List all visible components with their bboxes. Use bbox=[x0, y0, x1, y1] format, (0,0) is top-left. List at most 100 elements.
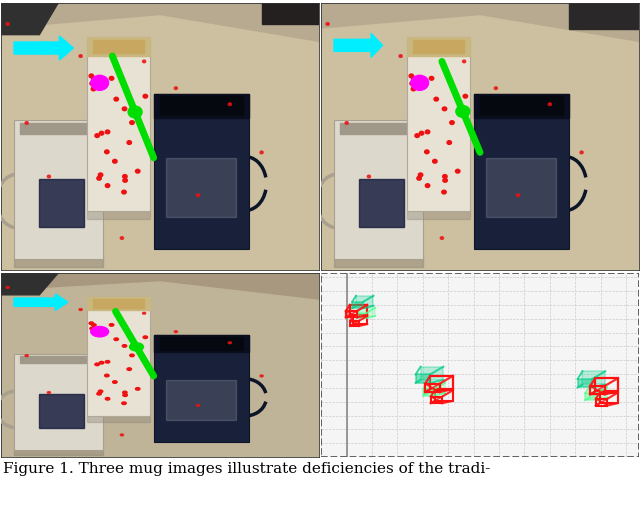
Bar bbox=[334, 120, 423, 260]
Circle shape bbox=[434, 97, 438, 101]
Bar bbox=[40, 394, 84, 428]
Circle shape bbox=[97, 176, 101, 180]
Bar bbox=[474, 93, 569, 118]
Circle shape bbox=[6, 286, 9, 288]
Polygon shape bbox=[361, 308, 375, 316]
Bar bbox=[14, 120, 103, 260]
Circle shape bbox=[419, 173, 423, 177]
Circle shape bbox=[91, 75, 109, 90]
Circle shape bbox=[120, 237, 124, 239]
Circle shape bbox=[174, 87, 177, 89]
Circle shape bbox=[120, 434, 124, 436]
Circle shape bbox=[143, 312, 146, 314]
Polygon shape bbox=[589, 387, 607, 398]
Circle shape bbox=[143, 60, 146, 63]
Circle shape bbox=[326, 23, 329, 25]
Circle shape bbox=[113, 160, 117, 163]
Circle shape bbox=[25, 355, 28, 357]
Circle shape bbox=[79, 55, 82, 58]
Circle shape bbox=[106, 130, 110, 134]
Polygon shape bbox=[1, 3, 58, 35]
Circle shape bbox=[123, 391, 127, 394]
Polygon shape bbox=[577, 379, 592, 387]
Circle shape bbox=[353, 39, 366, 51]
Circle shape bbox=[123, 175, 127, 178]
Circle shape bbox=[174, 331, 177, 333]
FancyArrow shape bbox=[14, 36, 74, 60]
Circle shape bbox=[143, 94, 148, 98]
Circle shape bbox=[415, 134, 419, 137]
Circle shape bbox=[104, 150, 109, 154]
Circle shape bbox=[92, 77, 96, 80]
Circle shape bbox=[426, 130, 430, 134]
Circle shape bbox=[122, 402, 126, 405]
Circle shape bbox=[123, 394, 127, 396]
Bar bbox=[87, 37, 150, 56]
Circle shape bbox=[47, 391, 51, 393]
Circle shape bbox=[456, 169, 460, 173]
Bar bbox=[166, 380, 236, 420]
Circle shape bbox=[90, 82, 94, 85]
Polygon shape bbox=[420, 367, 444, 380]
FancyArrow shape bbox=[14, 294, 68, 311]
Circle shape bbox=[442, 190, 446, 194]
Bar bbox=[480, 96, 563, 115]
Circle shape bbox=[228, 103, 232, 106]
Polygon shape bbox=[352, 301, 364, 308]
Circle shape bbox=[440, 237, 444, 239]
Bar bbox=[87, 37, 150, 211]
Bar bbox=[93, 40, 144, 54]
Circle shape bbox=[130, 121, 134, 124]
Circle shape bbox=[412, 87, 416, 91]
Circle shape bbox=[36, 298, 49, 306]
Circle shape bbox=[90, 327, 94, 330]
Circle shape bbox=[127, 141, 131, 144]
Circle shape bbox=[109, 324, 114, 326]
Bar bbox=[20, 123, 97, 134]
Circle shape bbox=[97, 392, 101, 395]
Circle shape bbox=[130, 354, 134, 357]
Circle shape bbox=[109, 76, 114, 80]
Circle shape bbox=[127, 368, 131, 370]
Bar bbox=[340, 123, 417, 134]
Bar bbox=[334, 257, 423, 268]
Circle shape bbox=[580, 151, 583, 154]
Bar bbox=[160, 96, 243, 115]
Bar bbox=[360, 179, 404, 227]
Circle shape bbox=[442, 107, 447, 111]
Polygon shape bbox=[356, 296, 374, 306]
Circle shape bbox=[39, 42, 52, 54]
Circle shape bbox=[91, 327, 109, 337]
Circle shape bbox=[106, 397, 110, 400]
Circle shape bbox=[114, 338, 118, 340]
Bar bbox=[93, 298, 144, 308]
Circle shape bbox=[99, 390, 103, 393]
Circle shape bbox=[113, 381, 117, 383]
Circle shape bbox=[429, 76, 434, 80]
Circle shape bbox=[47, 175, 51, 178]
Polygon shape bbox=[321, 16, 639, 270]
Circle shape bbox=[25, 122, 28, 124]
Circle shape bbox=[419, 131, 424, 135]
Bar bbox=[14, 257, 103, 268]
Circle shape bbox=[417, 176, 421, 180]
Polygon shape bbox=[1, 282, 319, 457]
Bar bbox=[154, 335, 249, 442]
Circle shape bbox=[122, 344, 127, 347]
Bar bbox=[407, 37, 470, 211]
Bar bbox=[20, 356, 97, 363]
Circle shape bbox=[410, 82, 414, 85]
Circle shape bbox=[409, 74, 413, 78]
Polygon shape bbox=[582, 371, 605, 384]
Circle shape bbox=[443, 175, 447, 178]
Circle shape bbox=[95, 134, 99, 137]
Text: Figure 1. Three mug images illustrate deficiencies of the tradi-: Figure 1. Three mug images illustrate de… bbox=[3, 462, 491, 476]
Circle shape bbox=[128, 106, 142, 118]
Bar bbox=[166, 158, 236, 217]
Circle shape bbox=[104, 374, 109, 377]
Circle shape bbox=[99, 131, 104, 135]
Polygon shape bbox=[1, 273, 58, 295]
Bar bbox=[413, 40, 464, 54]
Circle shape bbox=[345, 122, 348, 124]
Bar bbox=[407, 37, 470, 56]
